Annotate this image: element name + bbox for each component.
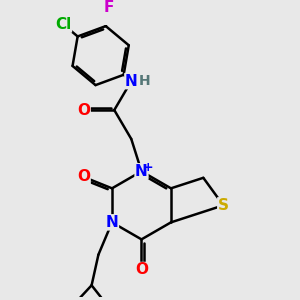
Text: N: N (106, 215, 118, 230)
Text: O: O (77, 103, 90, 118)
Text: N: N (125, 74, 138, 88)
Text: Cl: Cl (55, 17, 71, 32)
Text: O: O (135, 262, 148, 278)
Text: N: N (135, 164, 148, 179)
Text: O: O (77, 169, 90, 184)
Text: H: H (139, 74, 150, 88)
Text: +: + (143, 161, 154, 174)
Text: F: F (104, 0, 114, 15)
Text: S: S (218, 198, 229, 213)
